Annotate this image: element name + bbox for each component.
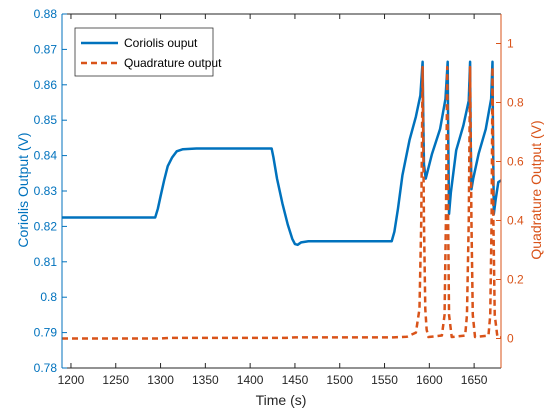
x-tick-label: 1400 bbox=[237, 373, 264, 387]
axes-layer: 1200 1250 1300 1350 1400 1450 1500 1550 1600 1650… bbox=[34, 7, 524, 387]
x-tick-label: 1450 bbox=[282, 373, 309, 387]
y-left-tick-label: 0.8 bbox=[40, 290, 57, 304]
x-tick-label: 1250 bbox=[102, 373, 129, 387]
y-right-tick-label: 0.6 bbox=[507, 155, 524, 169]
y-axis-label-left: Coriolis Output (V) bbox=[15, 132, 31, 247]
y-left-tick-label: 0.88 bbox=[34, 7, 58, 21]
y-left-tick-label: 0.79 bbox=[34, 326, 58, 340]
legend-label-coriolis: Coriolis ouput bbox=[124, 36, 198, 50]
series-layer bbox=[62, 60, 501, 340]
y-left-tick-label: 0.82 bbox=[34, 219, 58, 233]
y-left-tick-label: 0.86 bbox=[34, 78, 58, 92]
legend: Coriolis ouput Quadrature output bbox=[74, 27, 222, 77]
y-left-tick-label: 0.84 bbox=[34, 149, 58, 163]
x-tick-label: 1650 bbox=[461, 373, 488, 387]
series-line-coriolis bbox=[62, 60, 501, 247]
x-axis-label: Time (s) bbox=[256, 392, 307, 408]
y-right-tick-label: 0 bbox=[507, 332, 514, 346]
x-tick-label: 1200 bbox=[58, 373, 85, 387]
y-right-tick-label: 0.8 bbox=[507, 96, 524, 110]
y-right-tick-label: 0.4 bbox=[507, 214, 524, 228]
x-tick-label: 1300 bbox=[147, 373, 174, 387]
y-left-tick-label: 0.78 bbox=[34, 361, 58, 375]
y-right-tick-label: 1 bbox=[507, 37, 514, 51]
legend-box bbox=[74, 27, 214, 77]
series-line-quadrature bbox=[62, 65, 501, 340]
y-axis-label-right: Quadrature Output (V) bbox=[528, 120, 544, 259]
x-tick-label: 1550 bbox=[371, 373, 398, 387]
y-right-tick-label: 0.2 bbox=[507, 273, 524, 287]
y-left-tick-label: 0.83 bbox=[34, 184, 58, 198]
y-left-tick-label: 0.85 bbox=[34, 113, 58, 127]
x-tick-label: 1600 bbox=[416, 373, 443, 387]
y-left-tick-label: 0.81 bbox=[34, 255, 58, 269]
legend-label-quadrature: Quadrature output bbox=[124, 56, 222, 70]
y-left-tick-label: 0.87 bbox=[34, 42, 58, 56]
x-tick-label: 1500 bbox=[326, 373, 353, 387]
x-tick-label: 1350 bbox=[192, 373, 219, 387]
